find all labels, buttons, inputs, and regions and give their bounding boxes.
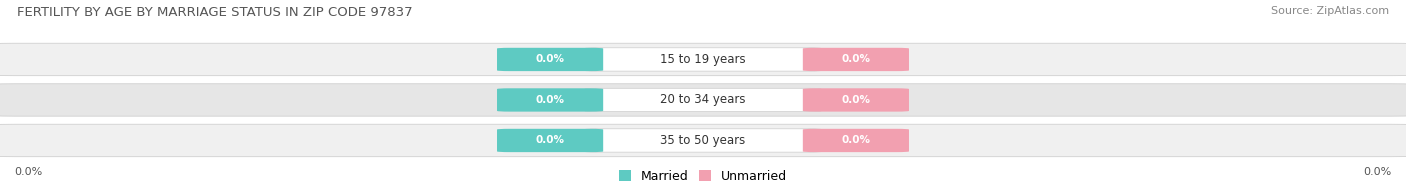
- Text: 35 to 50 years: 35 to 50 years: [661, 134, 745, 147]
- Text: FERTILITY BY AGE BY MARRIAGE STATUS IN ZIP CODE 97837: FERTILITY BY AGE BY MARRIAGE STATUS IN Z…: [17, 6, 412, 19]
- FancyBboxPatch shape: [0, 43, 1406, 76]
- Text: 0.0%: 0.0%: [841, 95, 870, 105]
- Text: 15 to 19 years: 15 to 19 years: [661, 53, 745, 66]
- FancyBboxPatch shape: [585, 88, 821, 112]
- Legend: Married, Unmarried: Married, Unmarried: [619, 170, 787, 183]
- Text: 0.0%: 0.0%: [536, 54, 565, 64]
- Text: 0.0%: 0.0%: [536, 135, 565, 145]
- Text: 0.0%: 0.0%: [14, 167, 42, 177]
- FancyBboxPatch shape: [585, 48, 821, 71]
- FancyBboxPatch shape: [0, 84, 1406, 116]
- FancyBboxPatch shape: [803, 88, 910, 112]
- Text: 0.0%: 0.0%: [841, 54, 870, 64]
- FancyBboxPatch shape: [803, 129, 910, 152]
- Text: 0.0%: 0.0%: [1364, 167, 1392, 177]
- FancyBboxPatch shape: [585, 129, 821, 152]
- FancyBboxPatch shape: [498, 88, 603, 112]
- Text: 0.0%: 0.0%: [841, 135, 870, 145]
- FancyBboxPatch shape: [498, 129, 603, 152]
- FancyBboxPatch shape: [498, 48, 603, 71]
- Text: 20 to 34 years: 20 to 34 years: [661, 93, 745, 106]
- Text: 0.0%: 0.0%: [536, 95, 565, 105]
- FancyBboxPatch shape: [0, 124, 1406, 157]
- FancyBboxPatch shape: [803, 48, 910, 71]
- Text: Source: ZipAtlas.com: Source: ZipAtlas.com: [1271, 6, 1389, 16]
